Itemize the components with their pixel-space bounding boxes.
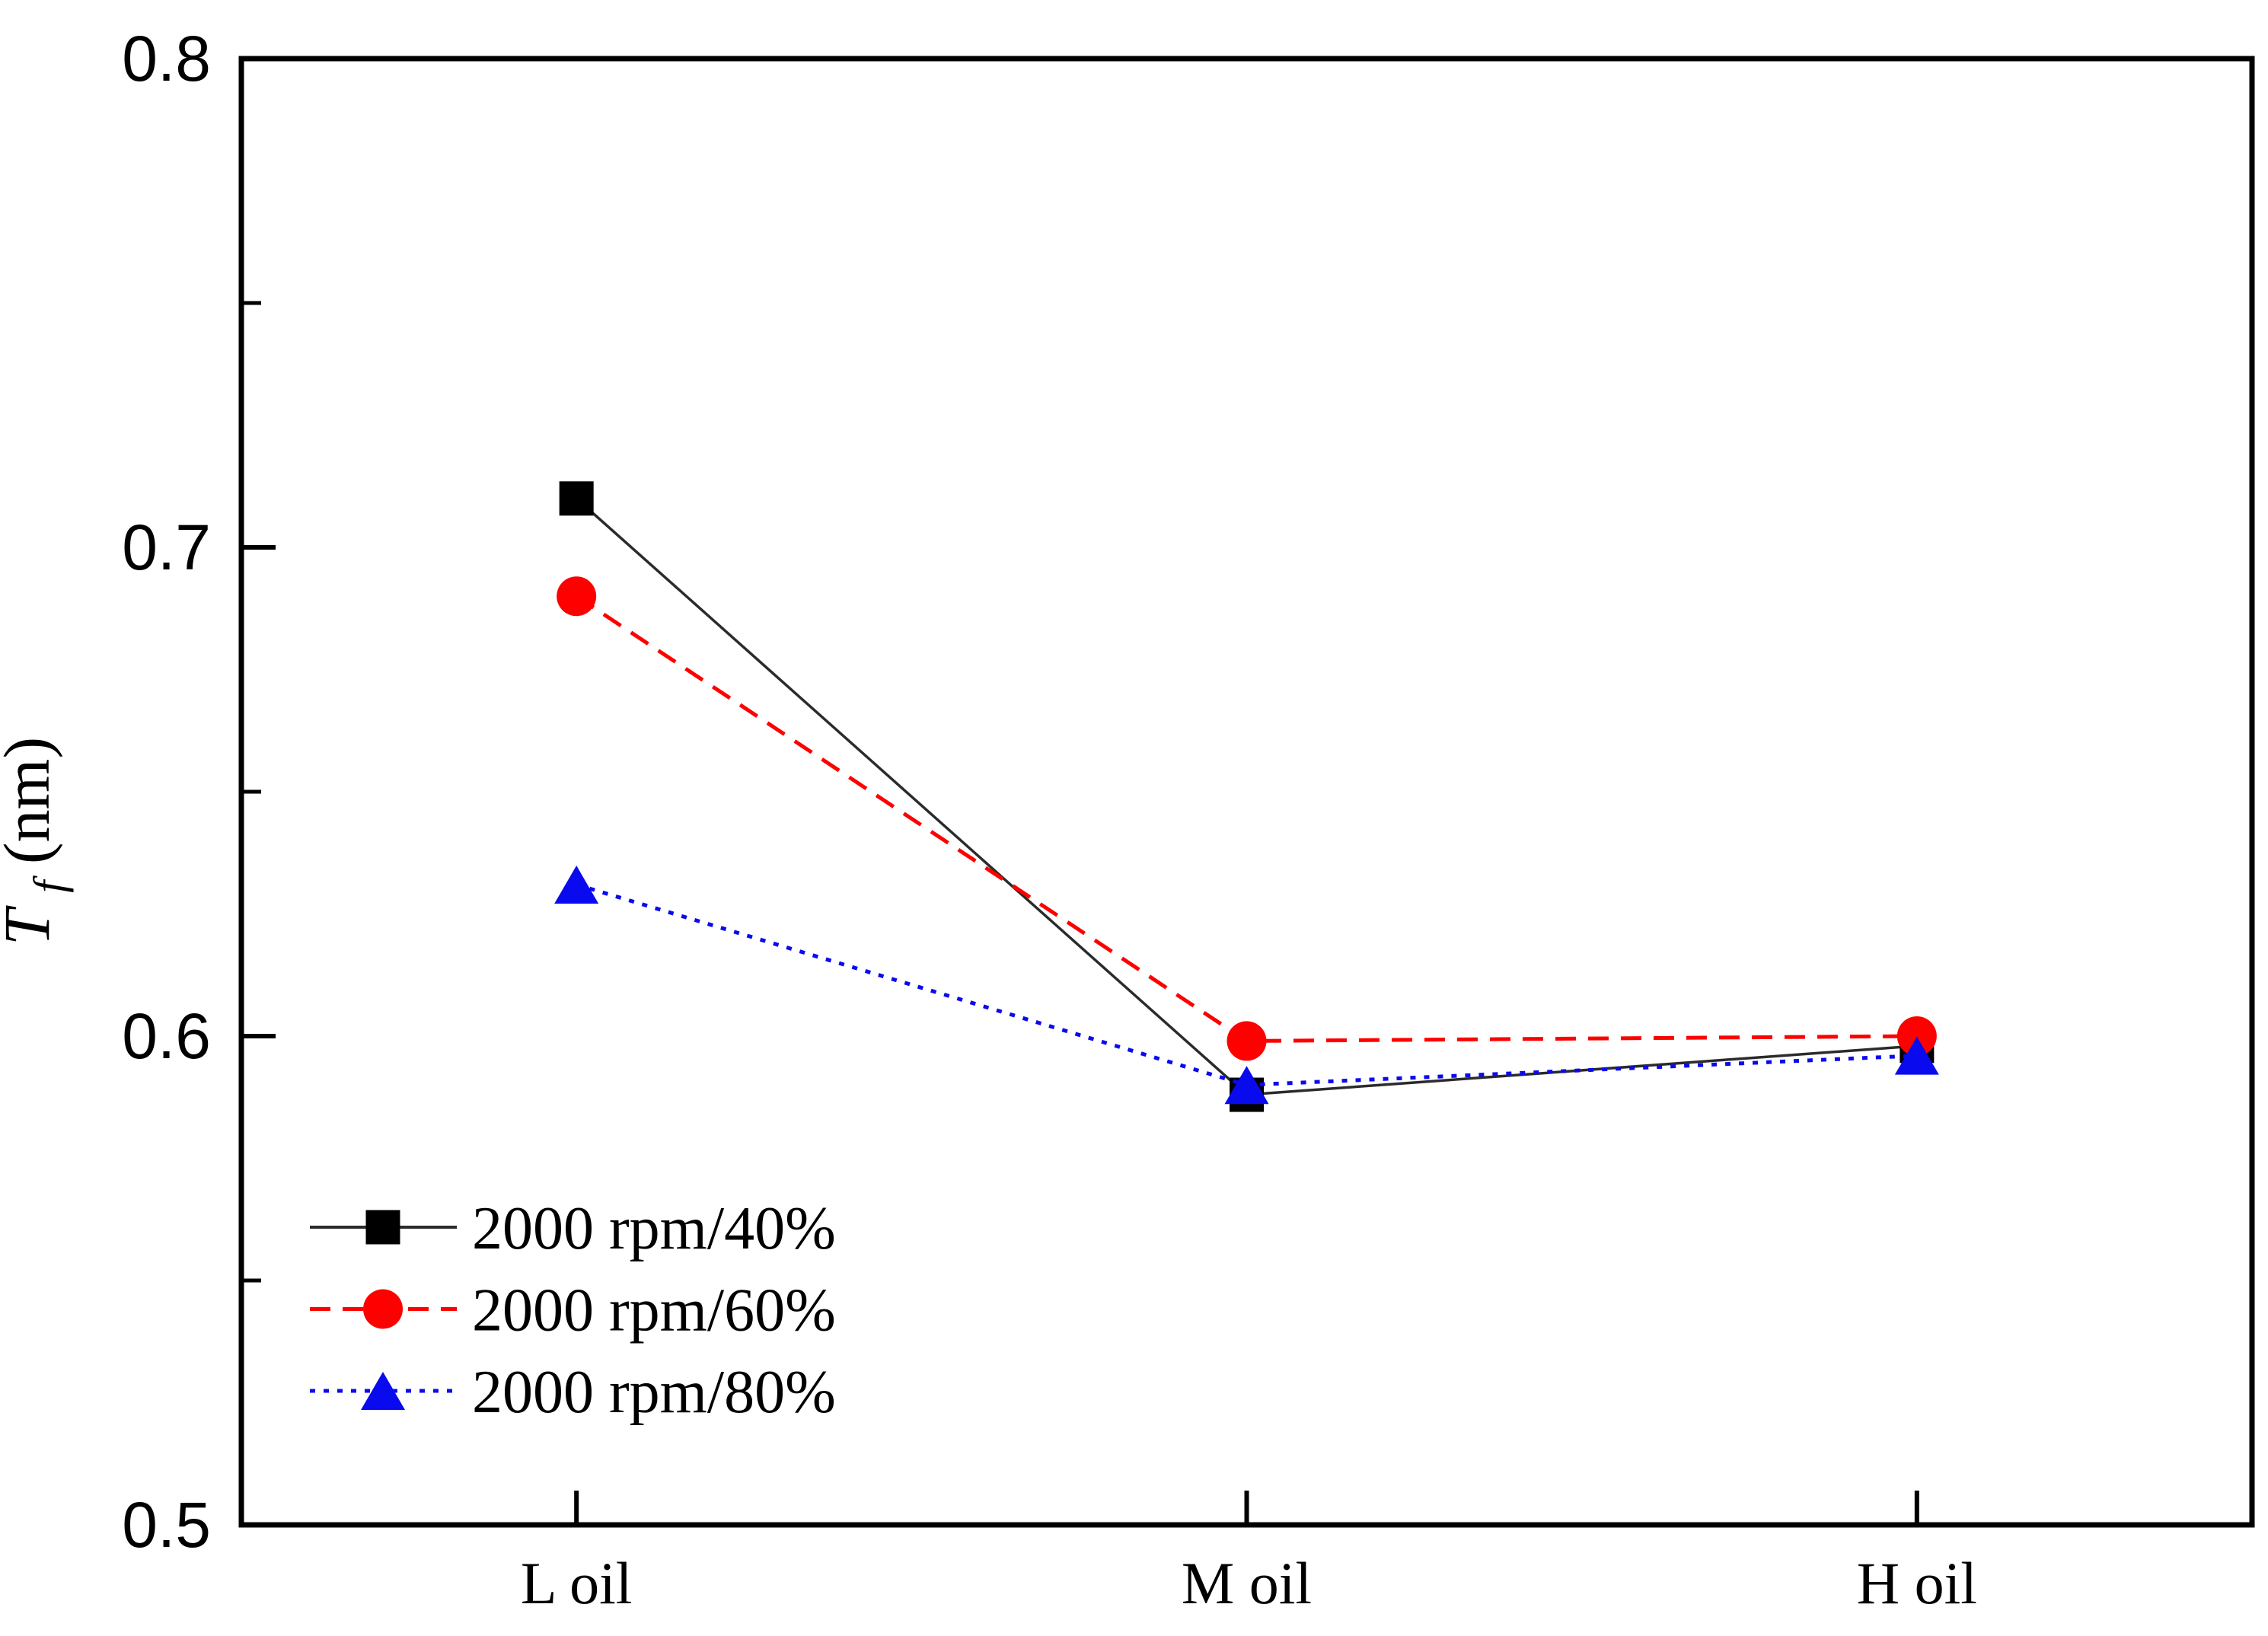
data-point-marker-triangle: [1894, 1036, 1939, 1075]
x-tick-label: L oil: [521, 1550, 633, 1616]
legend-item-label: 2000 rpm/40%: [472, 1195, 836, 1262]
series-line: [576, 497, 1917, 1096]
data-series: [554, 481, 1939, 1112]
y-tick-label: 0.7: [122, 512, 211, 583]
series-line: [575, 595, 1917, 1043]
data-point-marker-triangle: [1224, 1066, 1269, 1105]
y-axis-ticks: 0.5 0.6 0.7 0.8: [122, 23, 276, 1561]
data-point-marker-circle: [1896, 1016, 1937, 1056]
x-tick-label: H oil: [1857, 1550, 1977, 1616]
legend-item-label: 2000 rpm/60%: [472, 1277, 836, 1344]
y-tick-label: 0.5: [122, 1489, 211, 1561]
x-axis-ticks: L oil M oil H oil: [521, 1491, 1977, 1616]
legend-item-label: 2000 rpm/80%: [472, 1359, 836, 1426]
legend-triangle-marker-icon: [361, 1372, 405, 1410]
data-point-marker-circle: [557, 576, 597, 617]
data-point-marker-square: [559, 481, 594, 516]
y-tick-label: 0.8: [122, 23, 211, 94]
legend-square-marker-icon: [365, 1210, 400, 1245]
y-axis-title-subscript: f: [24, 875, 74, 893]
y-axis-title: T f (nm): [0, 737, 78, 946]
legend-circle-marker-icon: [363, 1289, 403, 1329]
x-tick-label: M oil: [1182, 1550, 1312, 1616]
legend: 2000 rpm/40% 2000 rpm/60% 2000 rpm/80%: [310, 1195, 836, 1426]
y-axis-title-unit: (nm): [0, 737, 63, 864]
y-tick-label: 0.6: [122, 1000, 211, 1072]
y-axis-title-symbol: T: [0, 905, 63, 946]
legend-item: 2000 rpm/60%: [310, 1277, 836, 1344]
data-point-marker-triangle: [554, 865, 599, 904]
legend-item: 2000 rpm/40%: [310, 1195, 836, 1262]
data-point-marker-circle: [1227, 1021, 1267, 1061]
legend-item: 2000 rpm/80%: [310, 1359, 836, 1426]
